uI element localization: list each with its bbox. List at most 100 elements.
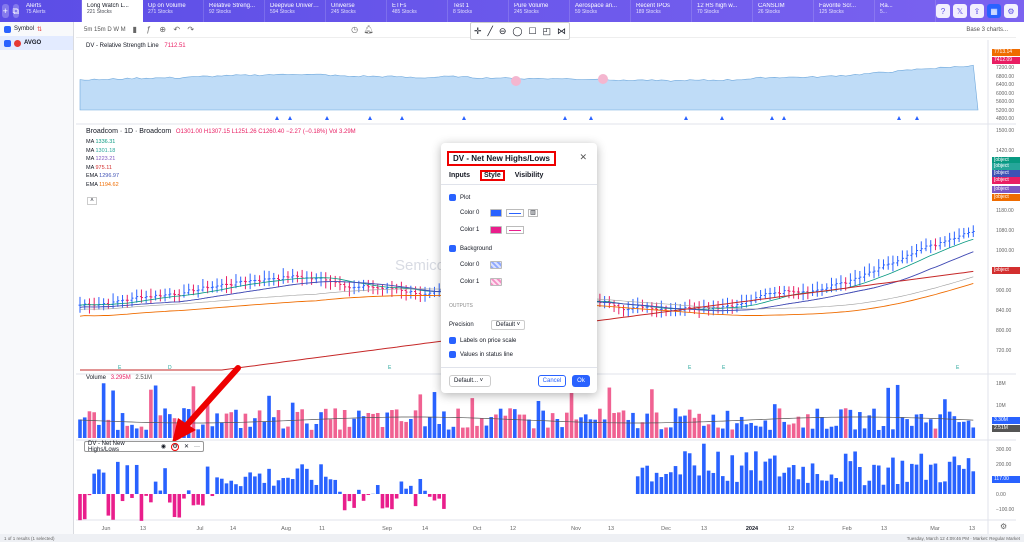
plot1-line-style[interactable] bbox=[506, 226, 524, 234]
circle-tool-icon[interactable]: ◯ bbox=[512, 25, 523, 36]
volume-bar bbox=[465, 427, 470, 438]
tab-visibility[interactable]: Visibility bbox=[514, 172, 544, 179]
watchlist-tab[interactable]: Alerts 75 Alerts bbox=[21, 0, 82, 22]
chart-settings-icon[interactable]: ⚙ bbox=[1000, 522, 1008, 531]
earnings-marker[interactable]: D bbox=[168, 365, 172, 371]
trendline-icon[interactable]: ╱ bbox=[487, 25, 493, 36]
select-all-checkbox[interactable] bbox=[4, 25, 11, 33]
settings-icon[interactable]: ⚙ bbox=[1004, 4, 1018, 18]
plot-checkbox[interactable] bbox=[449, 194, 456, 201]
sort-icon[interactable]: ⇅ bbox=[37, 26, 43, 33]
ma-legend-item[interactable]: MA 975.11 bbox=[86, 164, 119, 173]
earnings-marker[interactable]: E bbox=[722, 365, 726, 371]
text-tool-icon[interactable]: ☐ bbox=[528, 25, 537, 36]
row-checkbox[interactable] bbox=[4, 39, 11, 47]
volume-bar bbox=[210, 426, 215, 438]
plot-color0-swatch[interactable] bbox=[490, 209, 502, 217]
watchlist-tab[interactable]: Pure Volume 245 Stocks bbox=[509, 0, 570, 22]
redo-icon[interactable]: ↷ bbox=[187, 24, 195, 34]
price-scale-tick: 1000.00 bbox=[996, 248, 1015, 254]
watchlist-tab[interactable]: Favorite Scr... 125 Stocks bbox=[814, 0, 875, 22]
share-icon[interactable]: ⇪ bbox=[970, 4, 984, 18]
volume-bar bbox=[928, 419, 933, 438]
watchlist-tab[interactable]: 12 RS high w... 70 Stocks bbox=[692, 0, 753, 22]
ma-legend-item[interactable]: MA 1223.21 bbox=[86, 155, 119, 164]
labels-price-scale-checkbox[interactable] bbox=[449, 337, 456, 344]
undo-icon[interactable]: ↶ bbox=[173, 24, 181, 34]
more-options-icon[interactable]: ··· bbox=[194, 443, 200, 450]
volume-bar bbox=[612, 413, 616, 438]
note-tool-icon[interactable]: ◰ bbox=[542, 25, 552, 36]
visibility-eye-icon[interactable]: ◉ bbox=[160, 444, 167, 450]
watchlist-tab[interactable]: Relative Streng... 92 Stocks bbox=[204, 0, 265, 22]
watchlist-tab[interactable]: Deepvue Univers... 594 Stocks bbox=[265, 0, 326, 22]
bg-color1-swatch[interactable] bbox=[490, 278, 502, 286]
watchlist-tab[interactable]: Long Watch L... 221 Stocks bbox=[82, 0, 143, 22]
volume-bar bbox=[347, 426, 352, 438]
layout-icon[interactable]: ▦ bbox=[987, 4, 1001, 18]
plot-type-icon[interactable]: ▥ bbox=[528, 209, 538, 217]
earnings-marker[interactable]: E bbox=[688, 365, 692, 371]
precision-select[interactable]: Default ˅ bbox=[491, 320, 526, 330]
chart-type-icon[interactable]: ▮ bbox=[132, 24, 137, 34]
defaults-dropdown[interactable]: Default... ˅ bbox=[449, 375, 491, 387]
background-checkbox[interactable] bbox=[449, 245, 456, 252]
tab-inputs[interactable]: Inputs bbox=[449, 172, 470, 179]
pattern-tool-icon[interactable]: ⋈ bbox=[556, 25, 566, 36]
ticker-symbol[interactable]: AVGO bbox=[24, 40, 42, 46]
copy-tab-icon[interactable]: ⧉ bbox=[12, 4, 19, 18]
plot-line-style[interactable] bbox=[506, 209, 524, 217]
compare-icon[interactable]: ⊕ bbox=[159, 24, 167, 34]
price-scale-label: 117.00 bbox=[992, 476, 1020, 483]
layout-name[interactable]: Base 3 charts... bbox=[966, 26, 1008, 33]
alert-icon[interactable]: 🔔︎ bbox=[363, 24, 374, 34]
earnings-marker[interactable]: E bbox=[956, 365, 960, 371]
interval-selector[interactable]: 5m 15m D W M bbox=[84, 26, 126, 33]
indicators-icon[interactable]: ƒ bbox=[146, 24, 151, 34]
volume-bar bbox=[598, 408, 602, 438]
volume-bar bbox=[494, 414, 498, 438]
indicator-legend-title[interactable]: DV - Net New Highs/Lows bbox=[88, 440, 125, 453]
cancel-button[interactable]: Cancel bbox=[538, 375, 566, 387]
collapse-legend-icon[interactable]: ˄ bbox=[87, 197, 97, 205]
price-scale-label: 7713.14 bbox=[992, 49, 1020, 56]
plot-color1-swatch[interactable] bbox=[490, 226, 502, 234]
ok-button[interactable]: Ok bbox=[572, 375, 590, 387]
ma-legend-item[interactable]: MA 1301.18 bbox=[86, 147, 119, 156]
earnings-marker[interactable]: E bbox=[388, 365, 392, 371]
ma-legend-item[interactable]: EMA 1296.97 bbox=[86, 172, 119, 181]
x-social-icon[interactable]: 𝕏 bbox=[953, 4, 967, 18]
watchlist-tab[interactable]: Universe 245 Stocks bbox=[326, 0, 387, 22]
remove-indicator-icon[interactable]: ✕ bbox=[183, 444, 189, 450]
rs-signal-triangle bbox=[462, 116, 466, 120]
indicator-legend[interactable]: DV - Net New Highs/Lows ◉ ⚙ ✕ ··· bbox=[84, 440, 204, 453]
watchlist-tab[interactable]: CANSLIM 26 Stocks bbox=[753, 0, 814, 22]
bg-color0-swatch[interactable] bbox=[490, 261, 502, 269]
ma-legend-item[interactable]: MA 1336.31 bbox=[86, 138, 119, 147]
watchlist-tab[interactable]: Aerospace an... 59 Stocks bbox=[570, 0, 631, 22]
volume-bar bbox=[97, 424, 101, 438]
symbol-column-header[interactable]: Symbol bbox=[14, 26, 35, 32]
watchlist-tab[interactable]: ETFs 485 Stocks bbox=[387, 0, 448, 22]
watchlist-row[interactable]: AVGO bbox=[0, 36, 73, 50]
close-icon[interactable]: ✕ bbox=[579, 152, 587, 162]
drawing-toolbar: ✛ ╱ ⊖ ◯ ☐ ◰ ⋈ bbox=[470, 22, 570, 40]
snapshot-icon[interactable]: ◷ bbox=[351, 24, 359, 34]
tab-style[interactable]: Style bbox=[480, 170, 505, 181]
horizontal-line-icon[interactable]: ⊖ bbox=[498, 25, 507, 36]
indicator-settings-icon[interactable]: ⚙ bbox=[171, 442, 179, 451]
earnings-marker[interactable]: E bbox=[118, 365, 122, 371]
add-tab-icon[interactable]: + bbox=[2, 4, 9, 18]
watchlist-tab[interactable]: Ra... 5... bbox=[875, 0, 936, 22]
watchlist-tab[interactable]: Recent IPOs 189 Stocks bbox=[631, 0, 692, 22]
values-status-line-checkbox[interactable] bbox=[449, 351, 456, 358]
net-highs-bar bbox=[409, 485, 413, 494]
symbol-header[interactable]: Symbol ⇅ bbox=[0, 22, 73, 36]
help-icon[interactable]: ? bbox=[936, 4, 950, 18]
watchlist-tab[interactable]: Up on Volume 271 Stocks bbox=[143, 0, 204, 22]
crosshair-icon[interactable]: ✛ bbox=[473, 25, 482, 36]
rs-signal-triangle bbox=[684, 116, 688, 120]
ma-legend-item[interactable]: EMA 1194.62 bbox=[86, 181, 119, 190]
